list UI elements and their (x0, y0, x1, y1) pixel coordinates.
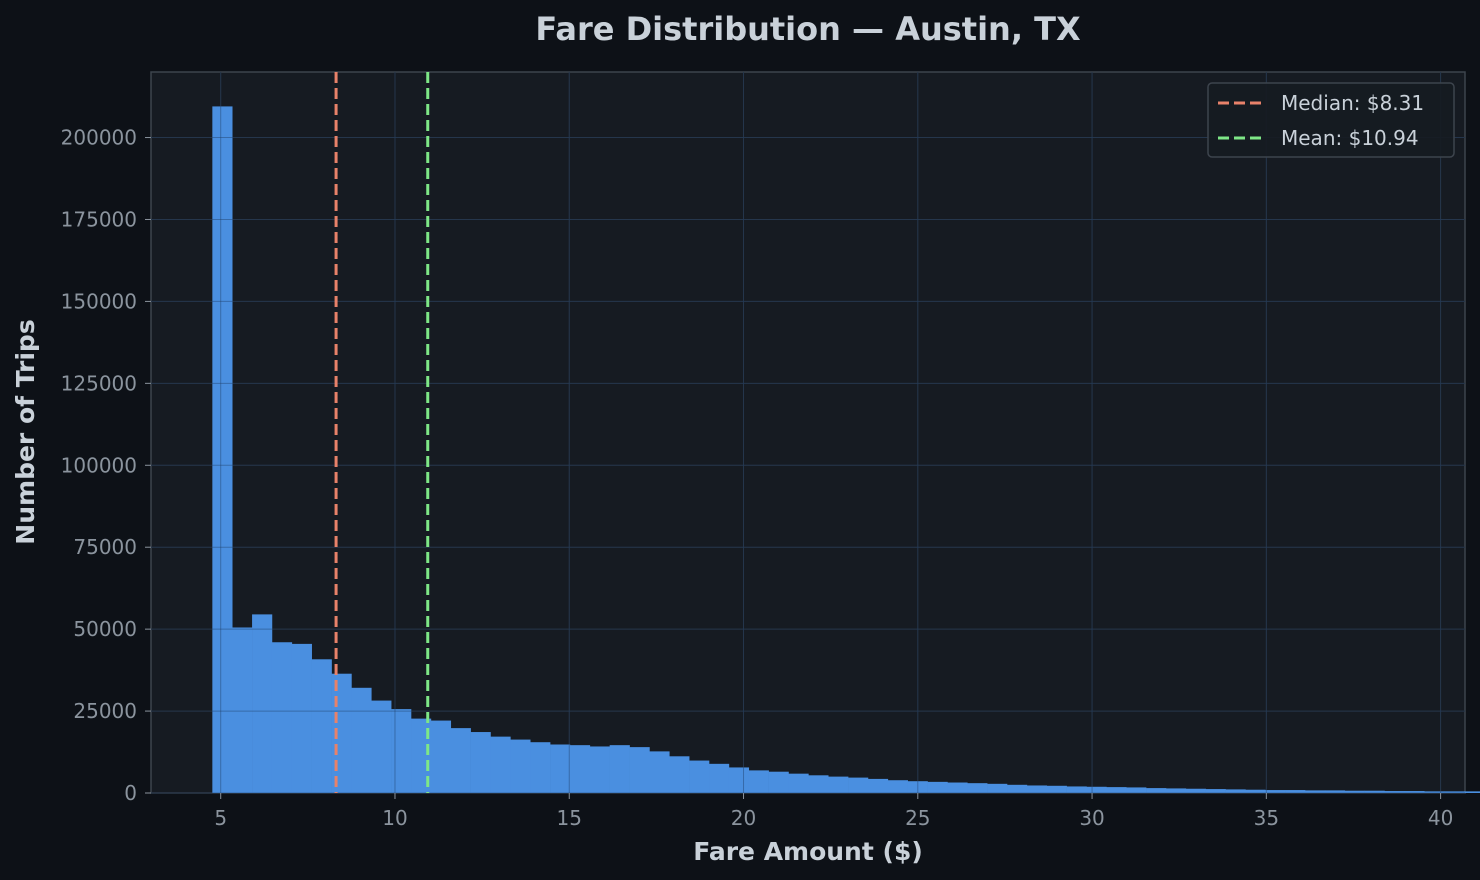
histogram-bar (768, 771, 789, 793)
x-tick-label: 30 (1079, 806, 1104, 830)
histogram-bar (1424, 791, 1445, 793)
histogram-bar (1086, 786, 1107, 793)
x-tick-label: 5 (214, 806, 227, 830)
histogram-bar (867, 778, 889, 793)
histogram-bar (1026, 785, 1048, 793)
histogram-bar (709, 763, 730, 793)
x-tick-label: 15 (557, 806, 582, 830)
histogram-bar (589, 746, 610, 793)
histogram-bar (1305, 790, 1326, 793)
y-axis: 0 25000 50000 75000 100000 125000 150000 175000… (61, 126, 151, 805)
histogram-bar (550, 744, 571, 793)
histogram-bar (1126, 787, 1147, 793)
histogram-bar (1046, 785, 1067, 793)
histogram-bar (1404, 791, 1425, 793)
histogram-bar (271, 642, 293, 793)
histogram-bar (927, 781, 948, 793)
histogram-bar (212, 106, 233, 793)
histogram-bar (887, 780, 908, 793)
histogram-bar (1265, 790, 1286, 793)
histogram-bar (848, 777, 869, 793)
x-tick-label: 35 (1254, 806, 1279, 830)
histogram-bar (450, 728, 471, 793)
histogram-bar (1364, 790, 1385, 793)
histogram-bar (1245, 789, 1266, 793)
histogram-bar (947, 782, 968, 793)
y-tick-label: 150000 (61, 289, 137, 313)
histogram-bar (907, 781, 928, 793)
histogram-bar (1225, 789, 1246, 793)
histogram-bar (252, 614, 273, 793)
histogram-bar (371, 700, 392, 793)
histogram-bar (1185, 788, 1206, 793)
x-axis-label: Fare Amount ($) (693, 837, 923, 866)
histogram-bar (510, 739, 531, 793)
histogram-bar (1106, 787, 1127, 793)
histogram-bar (1324, 790, 1346, 793)
histogram-bar (1066, 786, 1087, 793)
histogram-bar (411, 718, 432, 793)
x-tick-label: 25 (905, 806, 930, 830)
histogram-bar (1146, 788, 1167, 793)
histogram-bar (232, 627, 253, 793)
chart-title: Fare Distribution — Austin, TX (535, 10, 1081, 48)
legend-label-mean: Mean: $10.94 (1281, 126, 1419, 150)
y-tick-label: 125000 (61, 371, 137, 395)
x-tick-label: 20 (731, 806, 756, 830)
reference-lines (334, 72, 430, 793)
y-tick-label: 75000 (73, 535, 137, 559)
histogram-bar (788, 773, 809, 793)
histogram-bar (1463, 791, 1480, 793)
histogram-bar (331, 673, 352, 793)
histogram-bar (649, 751, 670, 793)
x-axis: 5 10 15 20 25 30 35 40 (214, 793, 1453, 830)
histogram-bar (1007, 784, 1028, 793)
histogram-bar (987, 783, 1008, 793)
y-tick-label: 50000 (73, 617, 137, 641)
histogram-bars (151, 72, 1480, 794)
y-tick-label: 0 (124, 781, 137, 805)
x-tick-label: 40 (1428, 806, 1453, 830)
histogram-bar (669, 756, 690, 793)
y-axis-label: Number of Trips (11, 319, 40, 544)
histogram-bar (1205, 789, 1226, 793)
legend-box (1207, 82, 1455, 158)
y-tick-label: 175000 (61, 207, 137, 231)
histogram-bar (748, 770, 769, 793)
histogram-bar (1344, 790, 1365, 793)
histogram-bar (430, 720, 452, 793)
histogram-bar (569, 745, 591, 793)
histogram-bar (629, 747, 650, 793)
histogram-bar (291, 643, 312, 793)
histogram-bar (1165, 788, 1187, 793)
histogram-bar (689, 760, 710, 793)
histogram-bar (1444, 791, 1465, 793)
histogram-bar (808, 775, 829, 793)
histogram-bar (1285, 790, 1306, 793)
histogram-bar (391, 709, 412, 793)
histogram-bar (828, 776, 849, 793)
y-tick-label: 200000 (61, 126, 137, 150)
legend-label-median: Median: $8.31 (1281, 91, 1424, 115)
histogram-bar (609, 745, 630, 793)
histogram-bar (1384, 791, 1405, 793)
histogram-bar (311, 659, 332, 793)
legend: Median: $8.31 Mean: $10.94 (1207, 82, 1455, 158)
x-tick-label: 10 (382, 806, 407, 830)
histogram-bar (967, 783, 988, 793)
histogram-bar (351, 687, 372, 793)
plot-area (150, 71, 1466, 794)
histogram-bar (530, 742, 551, 793)
y-tick-label: 100000 (61, 453, 137, 477)
histogram-bar (728, 767, 750, 793)
histogram-bar (470, 732, 491, 793)
histogram-bar (490, 736, 511, 793)
y-tick-label: 25000 (73, 699, 137, 723)
